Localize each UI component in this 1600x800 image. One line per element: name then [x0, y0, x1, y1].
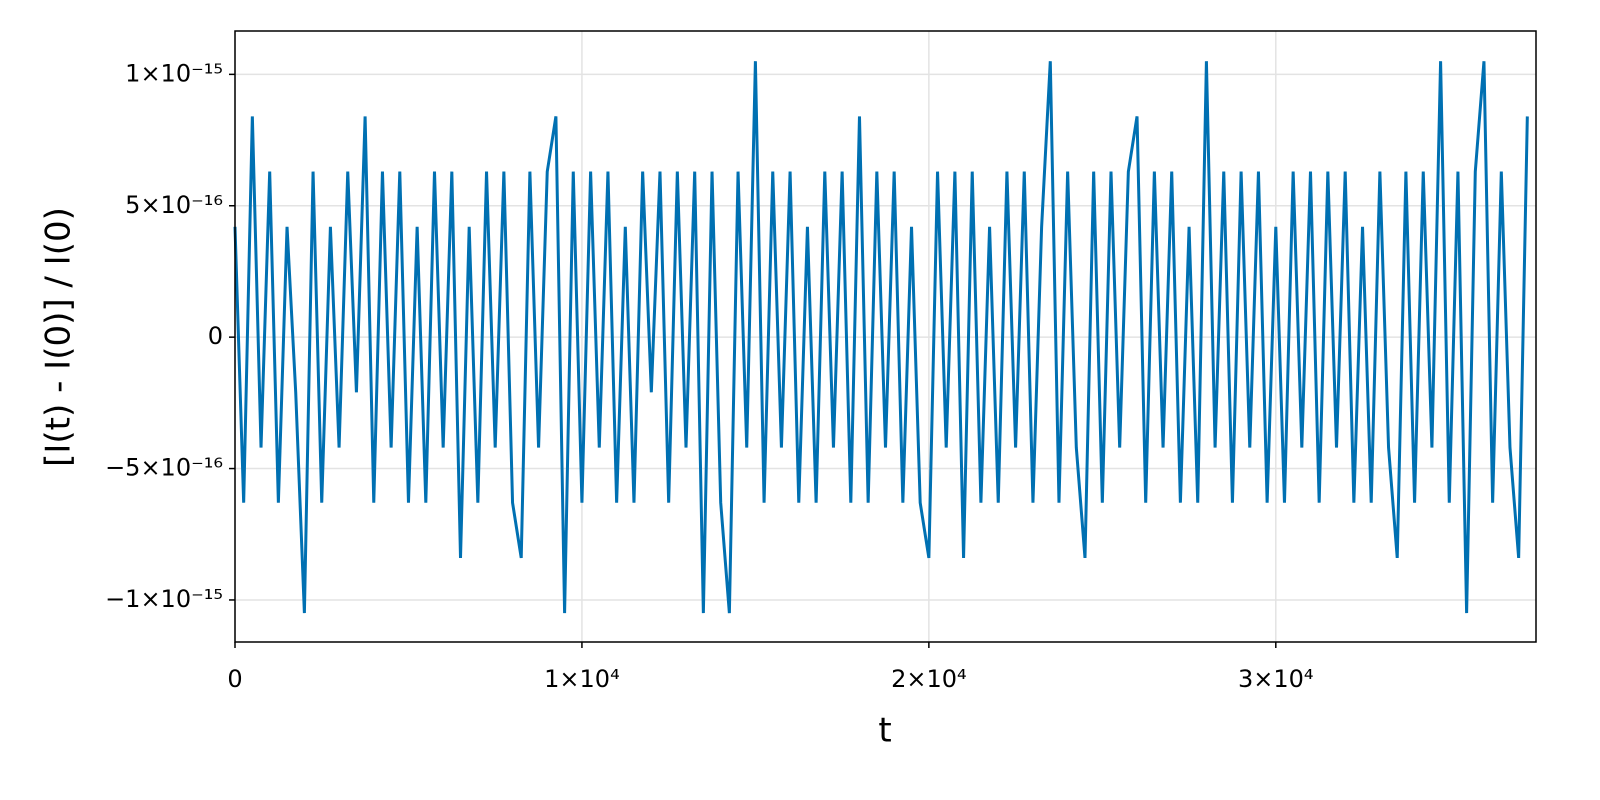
x-tick-label: 3×10⁴ — [1238, 665, 1314, 693]
y-tick-label: −5×10⁻¹⁶ — [105, 454, 223, 482]
y-tick-label: 5×10⁻¹⁶ — [125, 191, 223, 219]
y-tick-label: 1×10⁻¹⁵ — [125, 59, 223, 87]
y-axis-label: [I(t) - I(0)] / I(0) — [39, 207, 79, 467]
x-tick-label: 2×10⁴ — [891, 665, 967, 693]
y-tick-label: 0 — [208, 322, 223, 350]
plot-area — [233, 61, 1529, 614]
x-tick-label: 1×10⁴ — [544, 665, 620, 693]
y-tick-label: −1×10⁻¹⁵ — [105, 585, 223, 613]
x-axis-label: t — [878, 711, 891, 751]
data-line — [233, 61, 1529, 614]
x-tick-label: 0 — [227, 665, 242, 693]
